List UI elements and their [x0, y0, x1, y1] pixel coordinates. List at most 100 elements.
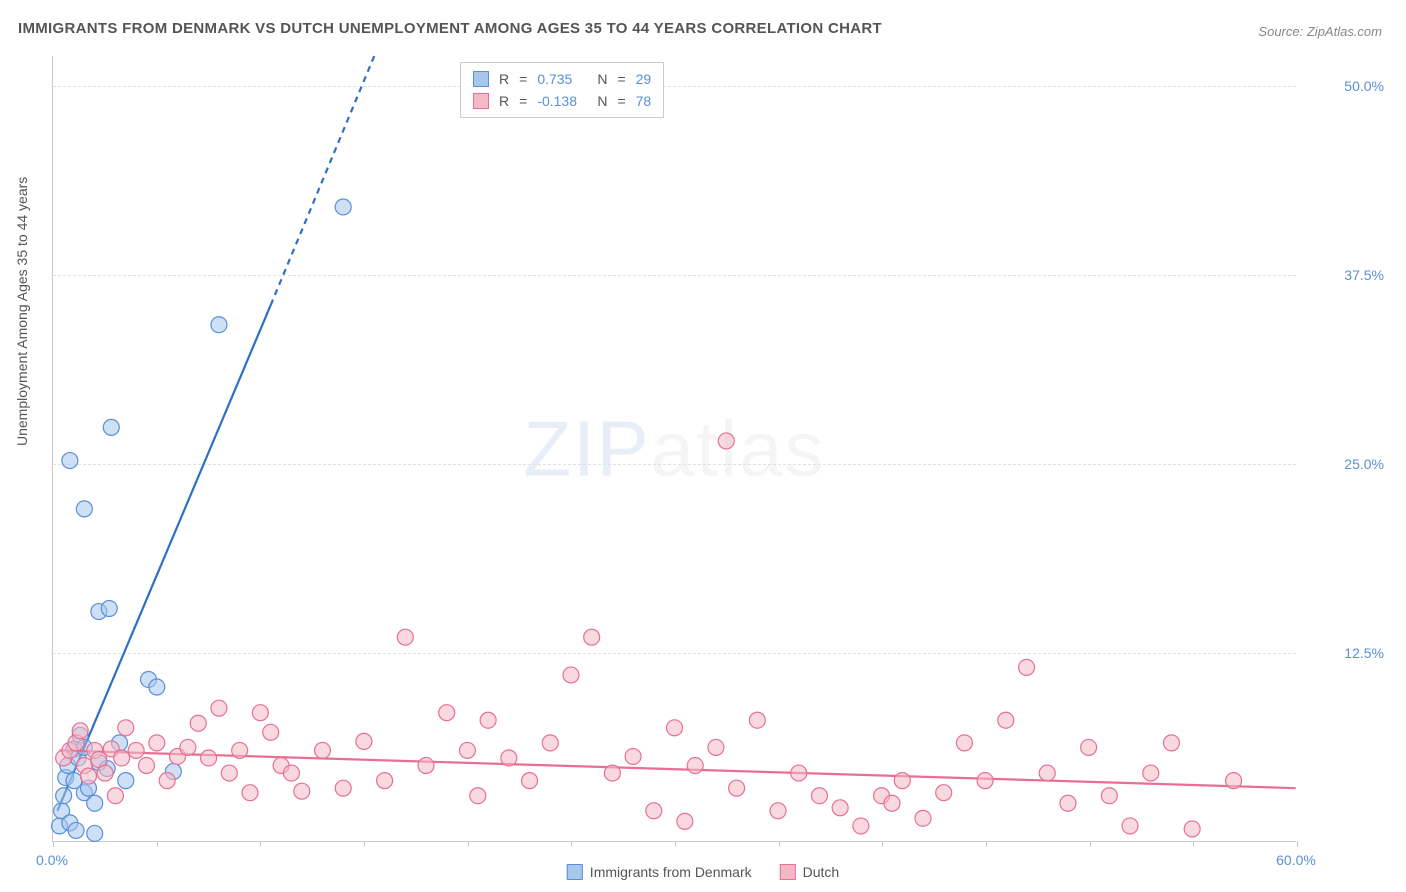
data-point-dutch — [501, 750, 517, 766]
data-point-dutch — [667, 720, 683, 736]
data-point-dutch — [114, 750, 130, 766]
source-value: ZipAtlas.com — [1307, 24, 1382, 39]
y-tick-label: 50.0% — [1344, 78, 1384, 94]
correlation-stats-legend: R = 0.735 N = 29 R = -0.138 N = 78 — [460, 62, 664, 118]
data-point-denmark — [62, 453, 78, 469]
scatter-svg — [53, 56, 1296, 841]
equals-sign: = — [617, 71, 625, 87]
data-point-dutch — [936, 785, 952, 801]
equals-sign: = — [519, 71, 527, 87]
swatch-denmark — [567, 864, 583, 880]
data-point-dutch — [314, 742, 330, 758]
x-tick-mark — [157, 841, 158, 847]
data-point-dutch — [522, 773, 538, 789]
data-point-dutch — [81, 768, 97, 784]
data-point-dutch — [625, 748, 641, 764]
equals-sign: = — [617, 93, 625, 109]
data-point-dutch — [749, 712, 765, 728]
stats-row-dutch: R = -0.138 N = 78 — [473, 90, 651, 112]
data-point-dutch — [232, 742, 248, 758]
x-tick-label: 60.0% — [1276, 852, 1316, 868]
data-point-dutch — [646, 803, 662, 819]
data-point-dutch — [128, 742, 144, 758]
data-point-dutch — [956, 735, 972, 751]
data-point-dutch — [729, 780, 745, 796]
x-tick-mark — [571, 841, 572, 847]
y-axis-label: Unemployment Among Ages 35 to 44 years — [14, 177, 30, 446]
n-label: N — [597, 93, 607, 109]
regression-line-denmark — [57, 305, 270, 811]
x-tick-mark — [1090, 841, 1091, 847]
data-point-dutch — [252, 705, 268, 721]
n-value-dutch: 78 — [636, 93, 652, 109]
data-point-dutch — [894, 773, 910, 789]
data-point-dutch — [977, 773, 993, 789]
swatch-denmark — [473, 71, 489, 87]
r-value-denmark: 0.735 — [537, 71, 587, 87]
data-point-dutch — [118, 720, 134, 736]
data-point-dutch — [138, 758, 154, 774]
data-point-dutch — [1143, 765, 1159, 781]
data-point-dutch — [294, 783, 310, 799]
data-point-dutch — [335, 780, 351, 796]
legend-label-denmark: Immigrants from Denmark — [590, 864, 752, 880]
data-point-dutch — [1039, 765, 1055, 781]
data-point-dutch — [708, 739, 724, 755]
data-point-dutch — [418, 758, 434, 774]
equals-sign: = — [519, 93, 527, 109]
x-tick-label: 0.0% — [36, 852, 68, 868]
data-point-denmark — [87, 825, 103, 841]
data-point-dutch — [242, 785, 258, 801]
data-point-dutch — [180, 739, 196, 755]
swatch-dutch — [473, 93, 489, 109]
y-tick-label: 37.5% — [1344, 267, 1384, 283]
data-point-dutch — [263, 724, 279, 740]
data-point-dutch — [159, 773, 175, 789]
n-label: N — [597, 71, 607, 87]
x-tick-mark — [1193, 841, 1194, 847]
legend-item-dutch: Dutch — [780, 864, 840, 880]
y-tick-label: 12.5% — [1344, 645, 1384, 661]
r-label: R — [499, 93, 509, 109]
data-point-denmark — [68, 822, 84, 838]
data-point-dutch — [884, 795, 900, 811]
data-point-dutch — [853, 818, 869, 834]
data-point-dutch — [1019, 659, 1035, 675]
data-point-dutch — [791, 765, 807, 781]
data-point-dutch — [201, 750, 217, 766]
data-point-denmark — [87, 795, 103, 811]
data-point-dutch — [190, 715, 206, 731]
legend-label-dutch: Dutch — [803, 864, 840, 880]
data-point-denmark — [118, 773, 134, 789]
data-point-dutch — [72, 723, 88, 739]
data-point-dutch — [687, 758, 703, 774]
legend-item-denmark: Immigrants from Denmark — [567, 864, 752, 880]
data-point-denmark — [335, 199, 351, 215]
x-tick-mark — [53, 841, 54, 847]
data-point-denmark — [101, 601, 117, 617]
data-point-denmark — [76, 501, 92, 517]
data-point-dutch — [221, 765, 237, 781]
data-point-dutch — [470, 788, 486, 804]
source-label: Source: — [1258, 24, 1303, 39]
stats-row-denmark: R = 0.735 N = 29 — [473, 68, 651, 90]
data-point-dutch — [480, 712, 496, 728]
data-point-dutch — [1122, 818, 1138, 834]
x-tick-mark — [675, 841, 676, 847]
data-point-dutch — [1101, 788, 1117, 804]
data-point-dutch — [356, 733, 372, 749]
x-tick-mark — [779, 841, 780, 847]
x-tick-mark — [364, 841, 365, 847]
data-point-dutch — [584, 629, 600, 645]
data-point-dutch — [1060, 795, 1076, 811]
x-tick-mark — [260, 841, 261, 847]
data-point-dutch — [1163, 735, 1179, 751]
data-point-denmark — [149, 679, 165, 695]
data-point-dutch — [542, 735, 558, 751]
data-point-dutch — [832, 800, 848, 816]
data-point-dutch — [439, 705, 455, 721]
data-point-dutch — [811, 788, 827, 804]
r-value-dutch: -0.138 — [537, 93, 587, 109]
data-point-dutch — [677, 813, 693, 829]
data-point-dutch — [211, 700, 227, 716]
